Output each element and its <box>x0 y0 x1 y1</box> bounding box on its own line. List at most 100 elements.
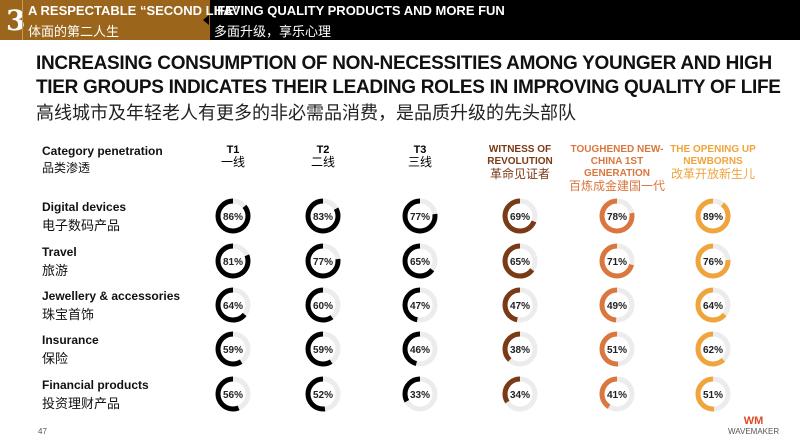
column-label-zh: 二线 <box>310 155 335 169</box>
page-title-line-2: TIER GROUPS INDICATES THEIR LEADING ROLE… <box>36 77 781 98</box>
donut-value-label: 52% <box>313 390 333 401</box>
donut: 41% <box>599 376 635 412</box>
donut-value-label: 62% <box>703 345 723 356</box>
donut-arc <box>402 331 438 367</box>
donut-value-label: 41% <box>607 390 627 401</box>
topic-title: HAVING QUALITY PRODUCTS AND MORE FUN <box>214 3 505 18</box>
column-header: WITNESS OF REVOLUTION 革命见证者 <box>465 144 575 180</box>
row-label-zh: 电子数码产品 <box>42 218 121 233</box>
donut: 78% <box>599 198 635 234</box>
column-label-zh: 改革开放新生儿 <box>670 167 755 181</box>
donut-arc <box>305 198 341 234</box>
donut-value-label: 47% <box>410 301 430 312</box>
donut: 33% <box>402 376 438 412</box>
column-label: WITNESS OF REVOLUTION <box>487 144 553 167</box>
column-label-zh: 百炼成金建国一代 <box>568 179 665 193</box>
row-label-zh: 投资理财产品 <box>42 396 121 411</box>
donut: 69% <box>502 198 538 234</box>
donut-value-label: 69% <box>510 212 530 223</box>
donut-value-label: 76% <box>703 257 723 268</box>
donut-arc <box>305 287 341 323</box>
page-number: 47 <box>38 427 47 436</box>
section-number: 3 <box>6 4 26 37</box>
section-title: A RESPECTABLE “SECOND LIFE” <box>28 3 241 18</box>
logo-mark: WM <box>743 415 764 427</box>
column-label: THE OPENING UP NEWBORNS <box>670 144 756 167</box>
donut-arc <box>215 287 251 323</box>
donut-arc <box>215 331 251 367</box>
column-label: T2 <box>316 144 330 156</box>
donut-value-label: 89% <box>703 212 723 223</box>
donut-value-label: 77% <box>313 257 333 268</box>
donut: 71% <box>599 243 635 279</box>
donut-value-label: 56% <box>223 390 243 401</box>
donut: 46% <box>402 331 438 367</box>
donut: 38% <box>502 331 538 367</box>
donut: 47% <box>502 287 538 323</box>
donut-value-label: 64% <box>703 301 723 312</box>
donut: 51% <box>695 376 731 412</box>
donut-arc <box>695 198 731 234</box>
section-band <box>0 0 210 40</box>
donut-value-label: 33% <box>410 390 430 401</box>
donut-value-label: 65% <box>410 257 430 268</box>
donut-value-label: 81% <box>223 257 243 268</box>
topic-title-zh: 多面升级，享乐心理 <box>214 24 332 39</box>
column-label: TOUGHENED NEW-CHINA 1ST GENERATION <box>570 144 664 179</box>
donut: 62% <box>695 331 731 367</box>
donut: 64% <box>695 287 731 323</box>
divider <box>22 0 23 40</box>
donut-value-label: 86% <box>223 212 243 223</box>
donut-arc <box>599 331 635 367</box>
row-label: Insurance <box>42 333 99 347</box>
column-label-zh: 三线 <box>407 155 432 169</box>
donut-value-label: 83% <box>313 212 333 223</box>
donut-value-label: 47% <box>510 301 530 312</box>
donut-arc <box>402 376 438 412</box>
donut: 59% <box>215 331 251 367</box>
donut-value-label: 34% <box>510 390 530 401</box>
donut: 59% <box>305 331 341 367</box>
donut-value-label: 78% <box>607 212 627 223</box>
donut-value-label: 51% <box>703 390 723 401</box>
donut: 49% <box>599 287 635 323</box>
donut-value-label: 64% <box>223 301 243 312</box>
donut-arc <box>402 243 438 279</box>
donut-value-label: 49% <box>607 301 627 312</box>
donut: 34% <box>502 376 538 412</box>
donut-arc <box>215 198 251 234</box>
donut-arc <box>402 287 438 323</box>
column-header: TOUGHENED NEW-CHINA 1ST GENERATION 百炼成金建国… <box>562 144 672 192</box>
column-header: THE OPENING UP NEWBORNS 改革开放新生儿 <box>658 144 768 180</box>
row-header-zh: 品类渗透 <box>42 161 91 175</box>
donut-value-label: 59% <box>313 345 333 356</box>
donut-value-label: 71% <box>607 257 627 268</box>
donut-value-label: 38% <box>510 345 530 356</box>
column-header: T3 三线 <box>365 144 475 168</box>
logo-name: WAVEMAKER <box>728 427 780 436</box>
page-title: INCREASING CONSUMPTION OF NON-NECESSITIE… <box>36 52 781 100</box>
donut-arc <box>215 243 251 279</box>
page-subtitle: 高线城市及年轻老人有更多的非必需品消费，是品质升级的先头部队 <box>36 103 576 123</box>
donut-arc <box>402 198 438 234</box>
column-label-zh: 一线 <box>220 155 245 169</box>
donut: 86% <box>215 198 251 234</box>
donut: 77% <box>402 198 438 234</box>
donut-arc <box>695 287 731 323</box>
arrow-icon <box>203 15 209 25</box>
donut-arc <box>305 331 341 367</box>
donut-arc <box>305 376 341 412</box>
donut-arc <box>695 376 731 412</box>
wavemaker-logo: WM WAVEMAKER <box>728 415 779 436</box>
donut-arc <box>599 198 635 234</box>
donut-value-label: 51% <box>607 345 627 356</box>
donut-value-label: 59% <box>223 345 243 356</box>
donut: 51% <box>599 331 635 367</box>
section-header: 3 A RESPECTABLE “SECOND LIFE” 体面的第二人生 HA… <box>0 0 800 40</box>
donut-arc <box>502 198 538 234</box>
row-header: Category penetration <box>42 144 163 158</box>
donut-arc <box>502 376 538 412</box>
section-title-zh: 体面的第二人生 <box>28 24 120 39</box>
donut-arc <box>502 287 538 323</box>
donut: 83% <box>305 198 341 234</box>
